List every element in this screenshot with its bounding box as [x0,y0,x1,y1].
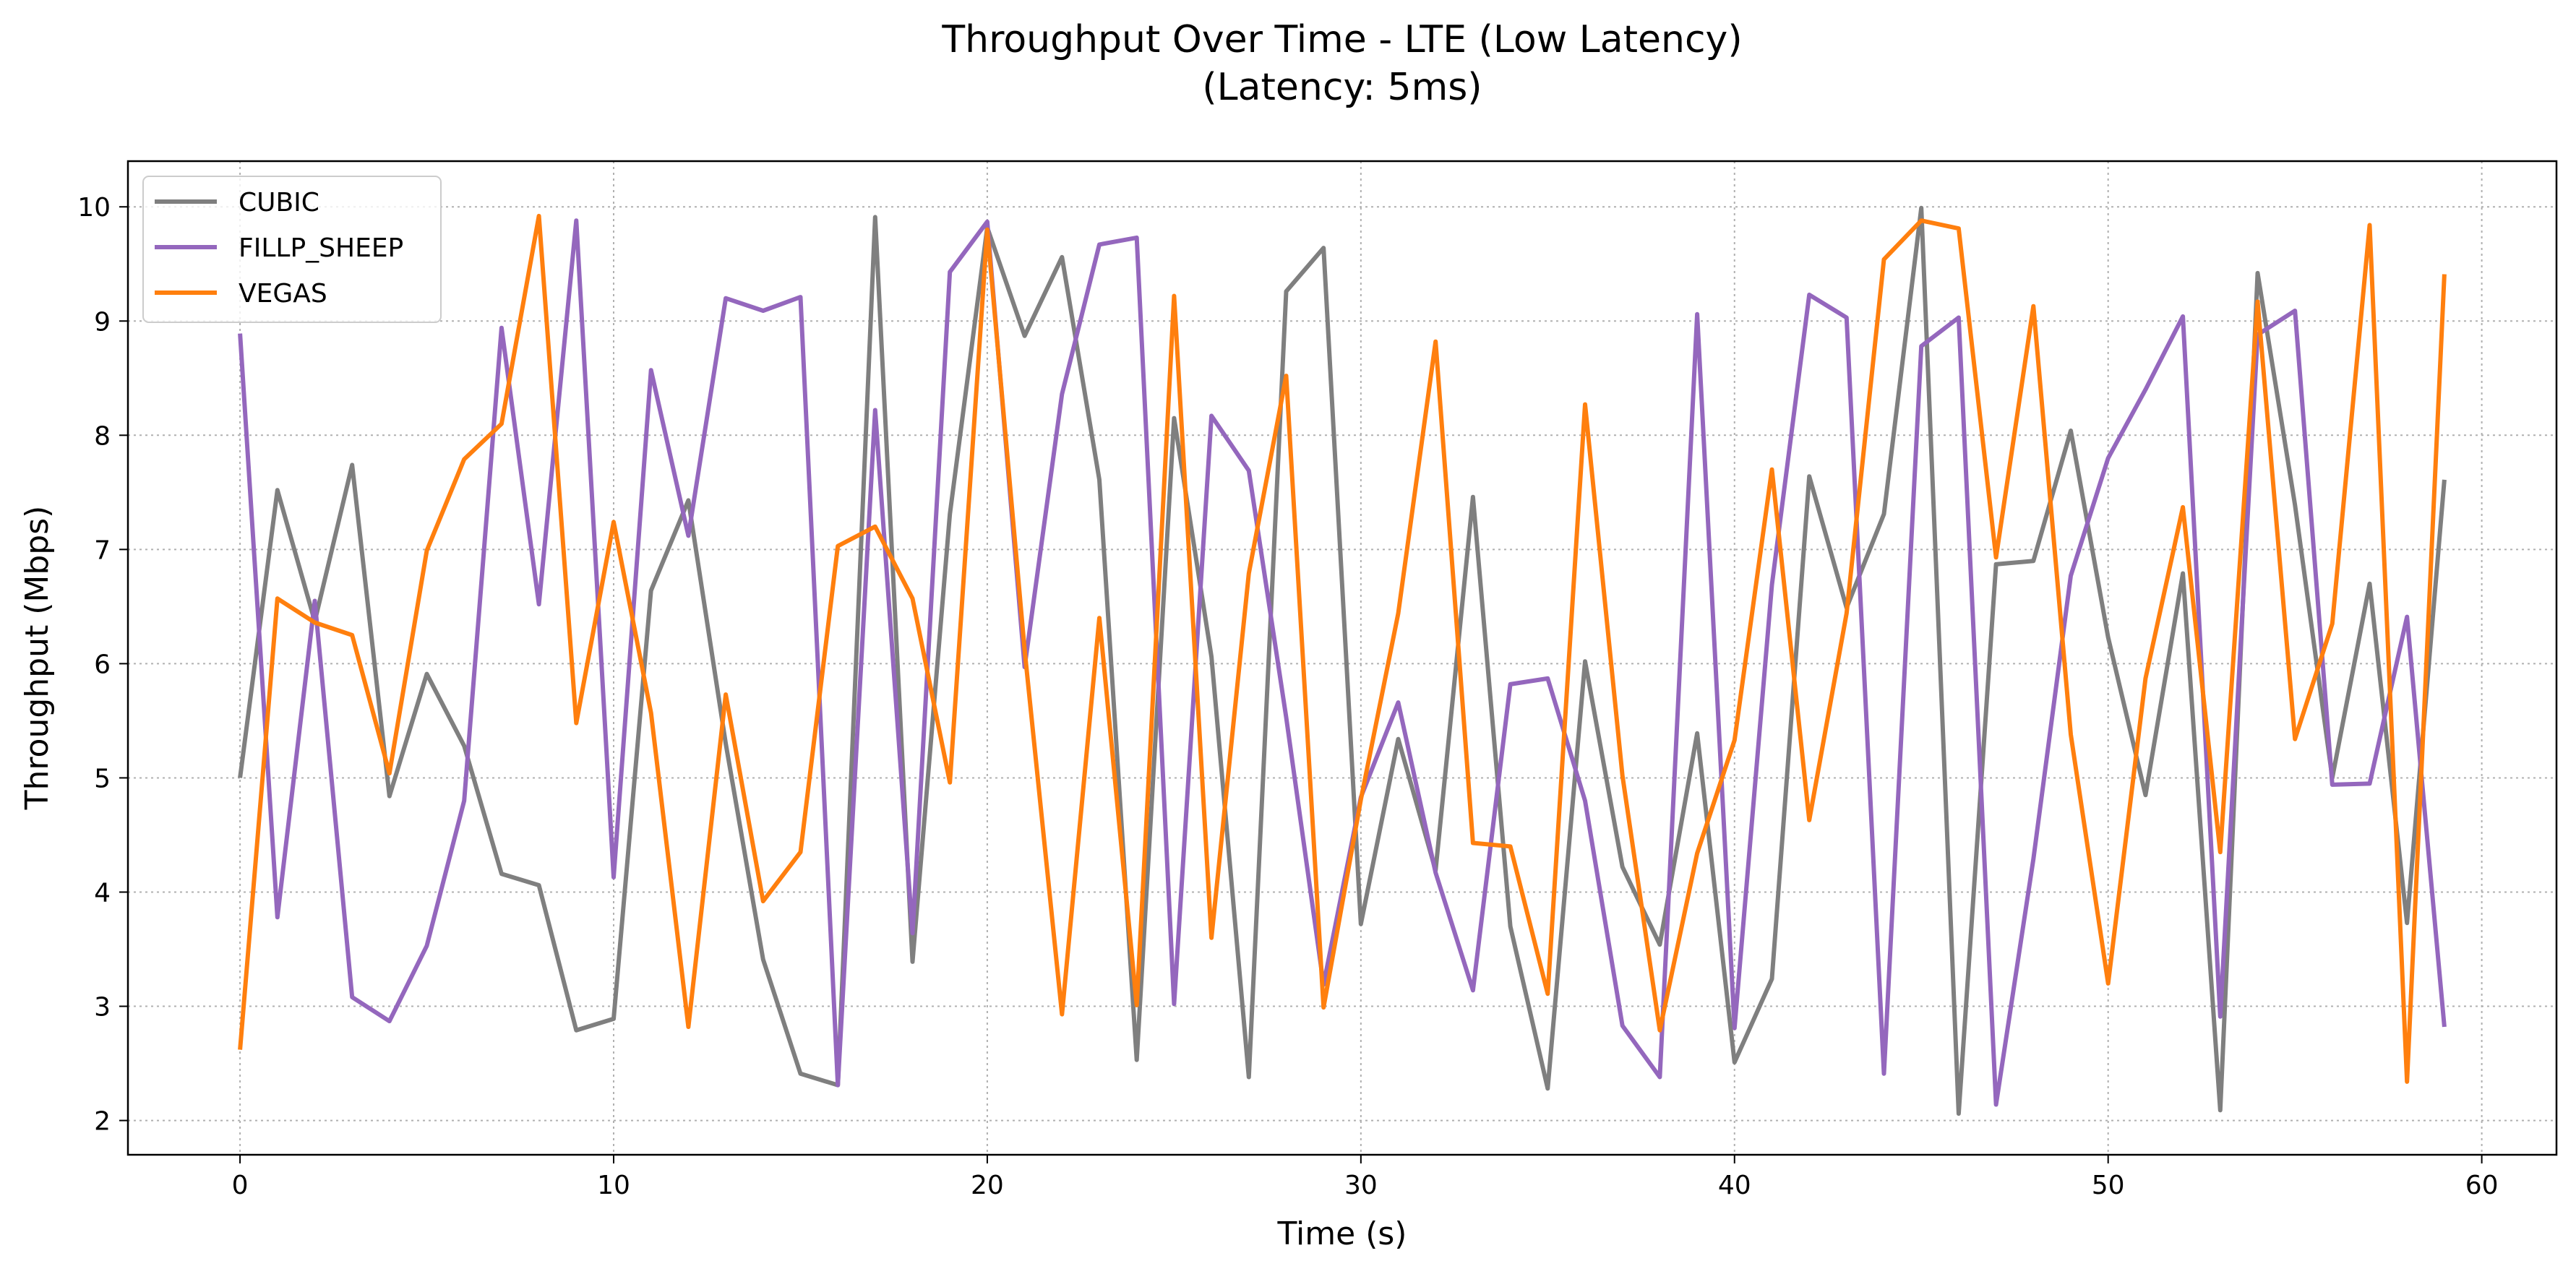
legend: CUBIC FILLP_SHEEP VEGAS [142,176,442,323]
series-lines [238,205,2447,1116]
plot-frame [126,160,2558,1156]
x-tick-label: 20 [971,1171,1004,1200]
axis-ticks: 0 10 20 30 40 50 60 2 3 4 5 6 7 8 9 10 [77,193,2498,1200]
x-tick-label: 0 [232,1171,249,1200]
y-tick-label: 4 [94,878,111,908]
y-tick-label: 6 [94,650,111,679]
x-tick-label: 10 [597,1171,630,1200]
grid [128,161,2556,1155]
x-tick-label: 50 [2092,1171,2125,1200]
x-tick-label: 60 [2465,1171,2499,1200]
y-tick-label: 2 [94,1107,111,1137]
y-tick-label: 5 [94,764,111,793]
series-line-vegas [238,213,2447,1084]
legend-box [142,176,442,323]
y-tick-label: 8 [94,421,111,451]
y-axis-label: Throughput (Mbps) [19,506,56,811]
series-line-fillp-sheep [238,218,2447,1107]
series-line-cubic [238,205,2447,1116]
legend-label-vegas: VEGAS [239,279,327,309]
legend-label-cubic: CUBIC [239,188,319,218]
y-tick-label: 7 [94,535,111,565]
chart-title: Throughput Over Time - LTE (Low Latency) [941,18,1742,61]
y-tick-label: 3 [94,993,111,1023]
x-tick-label: 30 [1344,1171,1378,1200]
x-axis-label: Time (s) [1277,1215,1407,1252]
legend-label-fillp-sheep: FILLP_SHEEP [239,233,403,263]
chart-subtitle: (Latency: 5ms) [1202,66,1482,109]
x-tick-label: 40 [1718,1171,1751,1200]
y-tick-label: 9 [94,307,111,337]
y-tick-label: 10 [77,193,111,223]
